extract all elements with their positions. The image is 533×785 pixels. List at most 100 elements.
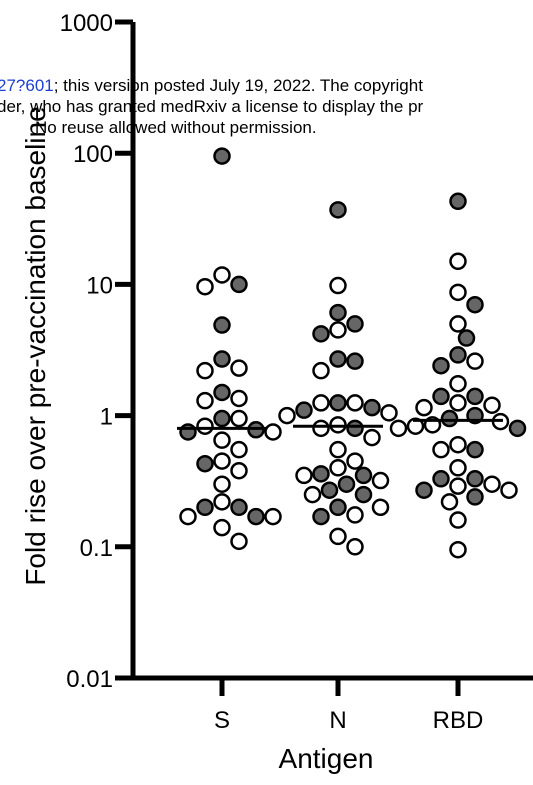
data-point-open xyxy=(198,279,213,294)
data-point-open xyxy=(451,460,466,475)
data-point-filled xyxy=(215,318,230,333)
watermark-line3: No reuse allowed without permission. xyxy=(35,118,317,137)
data-point-filled xyxy=(468,489,483,504)
data-point-open xyxy=(331,278,346,293)
data-point-filled xyxy=(314,326,329,341)
data-point-filled xyxy=(198,456,213,471)
data-point-open xyxy=(391,421,406,436)
data-point-open xyxy=(442,494,457,509)
data-point-open xyxy=(198,363,213,378)
data-point-open xyxy=(305,487,320,502)
data-point-open xyxy=(348,507,363,522)
data-point-open xyxy=(485,398,500,413)
data-point-open xyxy=(451,285,466,300)
data-point-open xyxy=(331,322,346,337)
data-point-filled xyxy=(249,509,264,524)
data-point-open xyxy=(382,405,397,420)
data-point-filled xyxy=(468,471,483,486)
data-point-filled xyxy=(451,347,466,362)
data-point-open xyxy=(451,316,466,331)
data-point-open xyxy=(266,424,281,439)
data-point-open xyxy=(451,254,466,269)
data-point-filled xyxy=(417,483,432,498)
data-point-open xyxy=(215,477,230,492)
data-point-open xyxy=(451,376,466,391)
x-tick-label: N xyxy=(329,707,346,734)
watermark-line1-rest: ; this version posted July 19, 2022. The… xyxy=(54,76,423,95)
data-point-open xyxy=(373,500,388,515)
data-point-open xyxy=(280,408,295,423)
data-point-open xyxy=(451,395,466,410)
data-point-open xyxy=(348,539,363,554)
data-point-open xyxy=(468,354,483,369)
data-point-open xyxy=(198,419,213,434)
y-tick-label: 10 xyxy=(86,272,113,299)
data-point-open xyxy=(232,361,247,376)
data-point-open xyxy=(314,363,329,378)
data-point-open xyxy=(434,442,449,457)
y-tick-label: 100 xyxy=(73,141,113,168)
x-axis-title: Antigen xyxy=(279,743,374,774)
data-point-filled xyxy=(314,466,329,481)
data-point-filled xyxy=(331,352,346,367)
data-point-open xyxy=(502,483,517,498)
data-point-open xyxy=(314,421,329,436)
data-point-filled xyxy=(331,500,346,515)
y-tick-label: 0.01 xyxy=(66,666,113,693)
data-point-open xyxy=(417,400,432,415)
data-point-open xyxy=(232,534,247,549)
data-point-open xyxy=(215,520,230,535)
data-point-open xyxy=(297,468,312,483)
data-point-open xyxy=(314,395,329,410)
watermark-line2: der, who has granted medRxiv a license t… xyxy=(0,97,424,116)
data-point-open xyxy=(365,430,380,445)
data-point-open xyxy=(331,460,346,475)
data-point-open xyxy=(373,473,388,488)
data-point-open xyxy=(232,391,247,406)
y-tick-label: 1000 xyxy=(60,10,113,37)
data-point-filled xyxy=(339,477,354,492)
data-point-open xyxy=(181,509,196,524)
data-point-filled xyxy=(468,297,483,312)
data-point-filled xyxy=(348,316,363,331)
data-point-filled xyxy=(451,194,466,209)
data-point-filled xyxy=(442,411,457,426)
data-point-filled xyxy=(232,277,247,292)
data-point-open xyxy=(451,437,466,452)
watermark-link[interactable]: 27?601 xyxy=(0,76,54,95)
data-point-open xyxy=(331,529,346,544)
data-point-open xyxy=(215,454,230,469)
data-point-filled xyxy=(365,400,380,415)
data-point-filled xyxy=(356,468,371,483)
data-point-filled xyxy=(434,358,449,373)
data-point-open xyxy=(198,393,213,408)
data-point-filled xyxy=(198,500,213,515)
data-point-filled xyxy=(314,509,329,524)
data-point-open xyxy=(485,477,500,492)
watermark: 27?601; this version posted July 19, 202… xyxy=(0,76,424,137)
data-point-open xyxy=(451,513,466,528)
data-point-filled xyxy=(322,483,337,498)
data-point-filled xyxy=(434,389,449,404)
data-point-filled xyxy=(356,487,371,502)
y-axis-title: Fold rise over pre-vaccination baseline xyxy=(20,106,51,585)
data-point-open xyxy=(451,479,466,494)
data-point-filled xyxy=(331,202,346,217)
data-point-filled xyxy=(468,389,483,404)
data-point-open xyxy=(348,454,363,469)
data-point-filled xyxy=(215,352,230,367)
data-point-open xyxy=(348,395,363,410)
data-point-filled xyxy=(215,411,230,426)
data-point-filled xyxy=(232,500,247,515)
y-tick-label: 1 xyxy=(100,404,113,431)
data-point-filled xyxy=(468,442,483,457)
data-point-open xyxy=(232,411,247,426)
x-tick-label: RBD xyxy=(433,707,484,734)
data-point-filled xyxy=(434,471,449,486)
data-point-filled xyxy=(215,385,230,400)
data-point-filled xyxy=(297,403,312,418)
data-point-filled xyxy=(331,395,346,410)
y-tick-label: 0.1 xyxy=(80,535,113,562)
data-point-open xyxy=(215,494,230,509)
